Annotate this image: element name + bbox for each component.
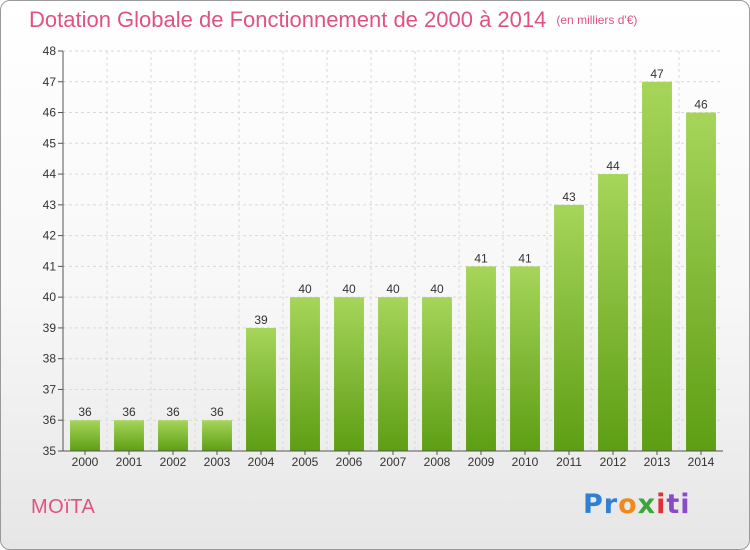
x-tick-label: 2008 [424, 455, 451, 469]
data-label: 39 [254, 313, 268, 327]
bar-2010 [510, 266, 540, 451]
y-tick-label: 38 [43, 352, 57, 366]
data-label: 40 [298, 282, 312, 296]
x-tick-label: 2011 [556, 455, 582, 469]
data-label: 40 [386, 282, 400, 296]
bar-2000 [70, 420, 100, 451]
bar-2007 [378, 297, 408, 451]
bar-2012 [598, 174, 628, 452]
y-tick-label: 37 [43, 382, 57, 396]
y-tick-label: 41 [43, 259, 57, 273]
y-tick-label: 48 [43, 44, 57, 58]
proxiti-logo[interactable]: Proxiti [583, 489, 691, 520]
logo-part-1: Pr [583, 489, 619, 520]
logo-part-5: ti [666, 489, 691, 520]
data-label: 47 [650, 67, 664, 81]
y-tick-label: 44 [43, 167, 57, 181]
bar-2002 [158, 420, 188, 451]
axes: 35 36 37 38 39 40 41 42 43 44 45 46 47 48 2000 2001 2002… [43, 44, 723, 469]
bar-2008 [422, 297, 452, 451]
data-label: 36 [166, 405, 180, 419]
data-label: 36 [78, 405, 92, 419]
logo-part-3: x [637, 489, 657, 520]
x-tick-label: 2014 [688, 455, 715, 469]
data-label: 41 [518, 251, 532, 265]
y-tick-label: 46 [43, 106, 57, 120]
logo-part-4: i [656, 489, 667, 520]
x-tick-label: 2009 [468, 455, 495, 469]
bar-2003 [202, 420, 232, 451]
data-label: 36 [122, 405, 136, 419]
data-label: 44 [606, 159, 620, 173]
logo-part-2: o [618, 489, 638, 520]
x-tick-label: 2006 [336, 455, 363, 469]
x-tick-label: 2013 [644, 455, 671, 469]
x-tick-label: 2007 [380, 455, 407, 469]
y-tick-label: 43 [43, 198, 57, 212]
y-tick-label: 39 [43, 321, 57, 335]
y-tick-label: 40 [43, 290, 57, 304]
x-tick-label: 2004 [248, 455, 275, 469]
bar-2009 [466, 266, 496, 451]
x-tick-label: 2012 [600, 455, 627, 469]
bar-2013 [642, 81, 672, 452]
data-label: 41 [474, 251, 488, 265]
chart-subtitle: (en milliers d'€) [556, 13, 638, 27]
data-label: 43 [562, 190, 576, 204]
data-label: 46 [694, 98, 708, 112]
commune-name: MOïTA [31, 496, 96, 518]
data-label: 40 [430, 282, 444, 296]
data-label: 40 [342, 282, 356, 296]
bars: 36 36 36 36 39 40 40 40 40 41 41 43 44 47 46 [70, 67, 716, 452]
x-tick-label: 2005 [292, 455, 319, 469]
x-tick-label: 2000 [72, 455, 99, 469]
bar-2001 [114, 420, 144, 451]
x-tick-label: 2001 [116, 455, 143, 469]
bar-2005 [290, 297, 320, 451]
bar-2011 [554, 204, 584, 451]
bar-2004 [246, 327, 276, 451]
chart-title-text: Dotation Globale de Fonctionnement de 20… [29, 7, 547, 32]
bar-2006 [334, 297, 364, 451]
y-tick-label: 47 [43, 75, 57, 89]
data-label: 36 [210, 405, 224, 419]
x-tick-label: 2002 [160, 455, 187, 469]
y-tick-label: 36 [43, 413, 57, 427]
y-tick-label: 45 [43, 136, 57, 150]
x-tick-label: 2010 [512, 455, 539, 469]
y-tick-label: 42 [43, 229, 57, 243]
y-tick-label: 35 [43, 444, 57, 458]
bar-2014 [686, 112, 716, 452]
chart-title: Dotation Globale de Fonctionnement de 20… [29, 7, 637, 33]
x-tick-label: 2003 [204, 455, 231, 469]
